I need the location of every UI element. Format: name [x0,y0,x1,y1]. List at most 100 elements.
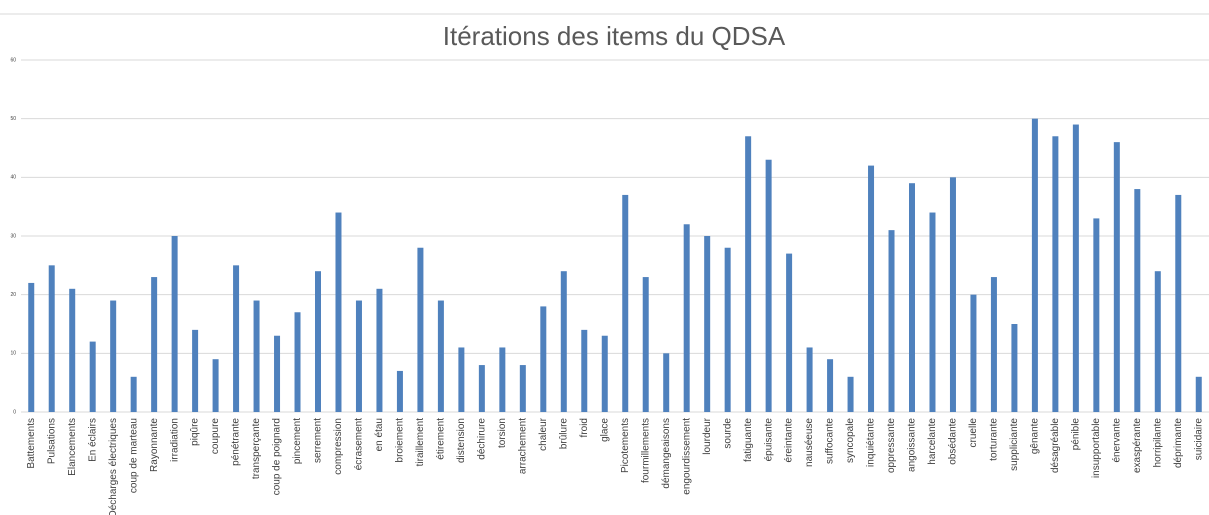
x-tick-label: brûlure [558,418,569,450]
x-tick-label: arrachement [517,418,528,474]
bar [540,306,547,412]
bar [1154,271,1161,412]
bar [704,236,711,412]
bar [909,183,915,412]
y-tick-label: 20 [10,292,16,298]
bar [417,247,424,412]
x-tick-label: serrement [313,418,324,463]
x-tick-label: syncopale [845,418,856,463]
bar [274,335,281,412]
x-tick-label: angoissante [907,418,918,472]
x-tick-label: pincement [292,418,303,464]
y-tick-label: 60 [10,57,16,63]
x-tick-label: exaspérante [1132,418,1143,473]
x-tick-label: en étau [374,418,385,451]
bar [724,247,731,412]
bar [335,212,342,412]
x-tick-label: suppliciante [1009,418,1020,471]
x-tick-label: désagréable [1050,418,1061,473]
bar [888,230,895,412]
x-tick-label: Elancements [67,418,78,476]
bar [89,341,96,412]
x-tick-label: Pulsations [46,418,57,464]
bar [1113,142,1120,412]
bar [212,359,219,412]
x-tick-label: démangeaisons [661,418,672,489]
x-tick-label: fourmillements [640,418,651,483]
x-tick-label: oppressante [886,418,897,473]
bar [233,265,240,412]
y-tick-label: 40 [10,175,16,181]
x-tick-label: coup de poignard [272,418,283,495]
x-tick-label: tiraillement [415,418,426,467]
bar [376,288,383,412]
bar [827,359,834,412]
bar [1052,136,1059,412]
bar [949,177,956,412]
x-tick-label: déchirure [477,418,488,460]
bar [1195,376,1202,412]
y-tick-label: 30 [10,233,16,239]
bar [1031,118,1038,413]
bar [458,347,465,412]
bar [642,277,649,412]
bar [396,370,403,412]
x-tick-label: pénible [1071,418,1082,451]
bar [499,347,506,412]
chart-title: Itérations des items du QDSA [443,21,786,51]
x-tick-label: gênante [1030,418,1041,455]
bar [478,365,485,412]
bar [581,329,588,412]
x-tick-label: sourde [722,418,733,449]
x-tick-label: étirement [436,418,447,460]
bar [171,236,178,412]
bar [110,300,117,412]
x-tick-label: piqûre [190,418,201,446]
x-tick-label: glace [599,418,610,442]
bar [868,165,875,412]
bar [601,335,608,412]
bar [622,194,629,412]
x-tick-label: coupure [210,418,221,455]
bar [151,277,158,412]
bar [765,159,772,412]
bar [315,271,321,412]
bar [970,294,977,412]
y-tick-label: 0 [13,409,16,415]
x-tick-label: irradiation [169,418,180,462]
x-tick-label: chaleur [538,417,549,450]
bar [69,288,76,412]
bar [519,365,526,412]
x-tick-label: compression [333,418,344,475]
x-tick-label: cruelle [968,418,979,448]
bar [663,353,670,412]
x-tick-label: suicidaire [1193,418,1204,461]
bar [806,347,813,412]
bar [1093,218,1100,412]
x-tick-label: pénétrante [231,418,242,466]
x-tick-label: obsédante [948,418,959,465]
bar [745,136,752,412]
bar [28,282,35,412]
bar [1011,324,1018,412]
bar [1072,124,1079,413]
bar [683,224,690,412]
bar [437,300,444,412]
x-tick-label: En éclairs [87,418,98,462]
x-tick-label: épuisante [763,418,774,462]
y-tick-label: 50 [10,116,16,122]
x-tick-label: Battements [26,418,37,469]
x-tick-label: insupportable [1091,418,1102,478]
bar [786,253,793,412]
bar [1134,189,1141,412]
x-tick-label: énervante [1111,418,1122,463]
bar [192,329,199,412]
bar [1175,194,1182,412]
x-tick-label: transperçante [251,418,262,480]
x-tick-label: engourdissement [681,418,692,495]
x-tick-label: torturante [989,418,1000,461]
x-tick-label: suffocante [825,418,836,464]
x-tick-label: nauséeuse [804,418,815,467]
bar [929,212,936,412]
x-tick-label: distension [456,418,467,463]
